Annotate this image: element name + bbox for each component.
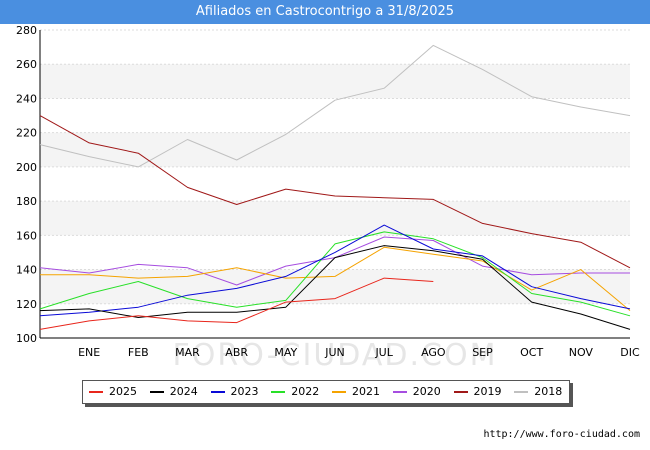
y-tick-label: 260 bbox=[16, 58, 37, 71]
source-credit: http://www.foro-ciudad.com bbox=[483, 429, 640, 440]
grid-band bbox=[40, 64, 630, 99]
y-tick-label: 140 bbox=[16, 264, 37, 277]
grid-band bbox=[40, 201, 630, 236]
watermark-text: FORO-CIUDAD.COM bbox=[173, 338, 498, 373]
series-line-2025 bbox=[39, 277, 434, 330]
legend-swatch bbox=[453, 391, 468, 393]
legend-label: 2023 bbox=[230, 385, 259, 398]
x-tick-label: NOV bbox=[569, 346, 594, 359]
legend-label: 2021 bbox=[352, 385, 380, 398]
series-line-2023 bbox=[39, 224, 631, 317]
chart-legend: 2025 2024 2023 2022 2021 2020 2019 2018 bbox=[82, 380, 570, 404]
legend-label: 2018 bbox=[534, 385, 563, 398]
series-line-2018 bbox=[39, 44, 631, 168]
series-line-2024 bbox=[39, 245, 631, 330]
x-tick-label: MAY bbox=[274, 346, 297, 359]
legend-swatch bbox=[149, 391, 164, 393]
x-tick-label: ABR bbox=[225, 346, 248, 359]
y-tick-label: 220 bbox=[16, 127, 37, 140]
legend-swatch bbox=[89, 391, 103, 393]
x-tick-label: MAR bbox=[175, 346, 200, 359]
legend-label: 2025 bbox=[109, 385, 137, 398]
legend-swatch bbox=[514, 391, 529, 393]
y-tick-label: 120 bbox=[16, 298, 37, 311]
x-tick-label: DIC bbox=[620, 346, 640, 359]
y-tick-label: 200 bbox=[16, 161, 37, 174]
series-line-2022 bbox=[39, 231, 631, 317]
y-tick-label: 160 bbox=[16, 229, 37, 242]
legend-swatch bbox=[210, 391, 225, 393]
y-tick-label: 280 bbox=[16, 24, 37, 37]
legend-label: 2022 bbox=[291, 385, 320, 398]
series-line-2019 bbox=[39, 115, 631, 269]
series-line-2021 bbox=[40, 246, 631, 311]
legend-swatch bbox=[332, 391, 346, 393]
legend-label: 2019 bbox=[473, 385, 502, 398]
chart-title: Afiliados en Castrocontrigo a 31/8/2025 bbox=[0, 0, 650, 24]
legend-swatch bbox=[271, 391, 286, 393]
legend-swatch bbox=[392, 391, 407, 393]
x-tick-label: AGO bbox=[421, 346, 446, 359]
grid-band bbox=[40, 132, 630, 167]
x-tick-label: ENE bbox=[78, 346, 100, 359]
x-tick-label: JUN bbox=[324, 346, 345, 359]
legend-label: 2020 bbox=[412, 385, 441, 398]
y-tick-label: 180 bbox=[16, 195, 37, 208]
y-tick-label: 240 bbox=[16, 92, 37, 105]
x-tick-label: JUL bbox=[374, 346, 393, 359]
x-tick-label: OCT bbox=[520, 346, 543, 359]
legend-label: 2024 bbox=[169, 385, 198, 398]
y-tick-label: 100 bbox=[16, 332, 37, 345]
x-tick-label: SEP bbox=[472, 346, 493, 359]
x-tick-label: FEB bbox=[128, 346, 149, 359]
